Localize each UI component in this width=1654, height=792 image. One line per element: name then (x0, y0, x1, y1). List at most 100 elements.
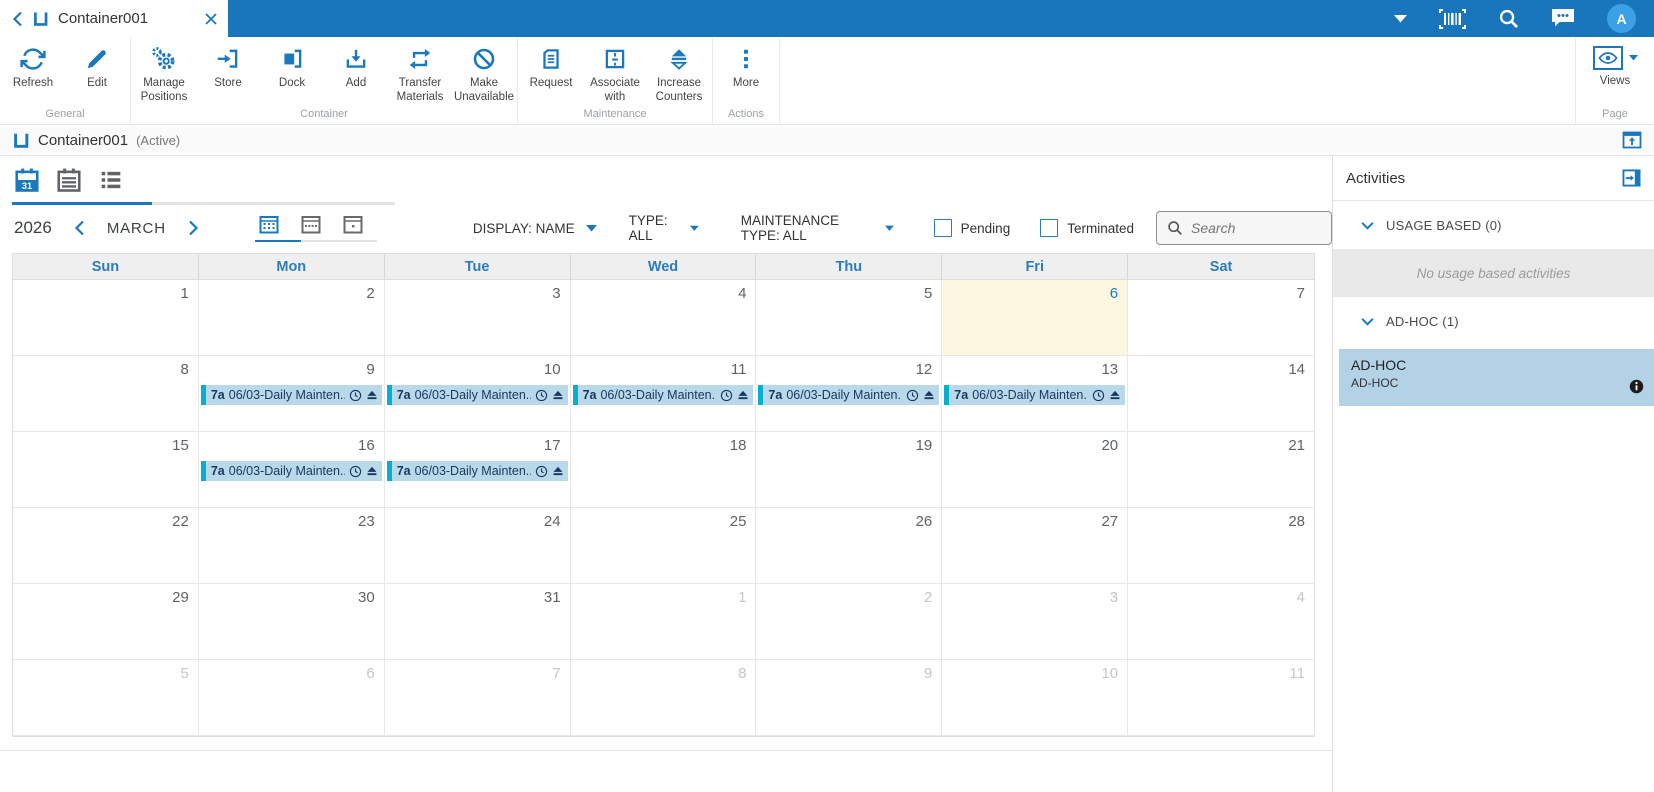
avatar[interactable]: A (1607, 4, 1636, 33)
calendar-cell[interactable]: 26 (756, 508, 943, 584)
request-button[interactable]: Request (519, 37, 583, 106)
adhoc-activity-card[interactable]: AD-HOC AD-HOC (1339, 349, 1654, 406)
day-scale-icon[interactable] (343, 214, 363, 234)
close-icon[interactable] (204, 12, 218, 26)
associate-with-button[interactable]: Associate with (583, 37, 647, 106)
eject-icon (553, 390, 563, 400)
calendar-cell[interactable]: 9 7a 06/03-Daily Mainten... (198, 356, 385, 432)
tab-list-view[interactable] (96, 166, 126, 194)
manage-positions-button[interactable]: Manage Positions (132, 37, 196, 106)
usage-based-group[interactable]: USAGE BASED (0) (1333, 201, 1654, 249)
dock-button[interactable]: Dock (260, 37, 324, 106)
month-scale-icon[interactable] (259, 214, 279, 234)
calendar-cell[interactable]: 25 (570, 508, 757, 584)
event-chip[interactable]: 7a 06/03-Daily Mainten... (572, 385, 754, 405)
calendar-cell[interactable]: 13 7a 06/03-Daily Mainten... (942, 356, 1129, 432)
transfer-materials-button[interactable]: Transfer Materials (388, 37, 452, 106)
calendar-cell[interactable]: 4 (1128, 584, 1314, 660)
search-input[interactable] (1191, 220, 1321, 236)
calendar-cell[interactable]: 2 (198, 280, 385, 356)
next-month-button[interactable] (166, 220, 221, 236)
add-button[interactable]: Add (324, 37, 388, 106)
calendar-cell[interactable]: 5 (756, 280, 943, 356)
calendar-cell[interactable]: 10 (942, 660, 1129, 736)
day-header: Tue (385, 254, 571, 279)
info-button[interactable] (1629, 379, 1644, 394)
pending-checkbox[interactable] (933, 219, 952, 237)
ribbon-group-label: Container (300, 108, 348, 120)
terminated-checkbox[interactable] (1040, 219, 1059, 237)
calendar-cell[interactable]: 16 7a 06/03-Daily Mainten... (198, 432, 385, 508)
views-button[interactable]: Views (1577, 37, 1653, 106)
refresh-button[interactable]: Refresh (1, 37, 65, 106)
type-dropdown[interactable]: TYPE: ALL (629, 213, 699, 243)
calendar-cell[interactable]: 21 (1128, 432, 1314, 508)
calendar-cell[interactable]: 24 (384, 508, 571, 584)
search-icon[interactable] (1498, 8, 1519, 29)
chevron-down-icon[interactable] (1394, 14, 1407, 23)
expand-panel-button[interactable] (1622, 131, 1642, 149)
barcode-icon[interactable] (1439, 8, 1466, 29)
prev-month-button[interactable] (52, 220, 107, 236)
event-time: 7a (768, 388, 783, 402)
calendar-cell[interactable]: 12 7a 06/03-Daily Mainten... (756, 356, 943, 432)
calendar-cell[interactable]: 19 (756, 432, 943, 508)
adhoc-group[interactable]: AD-HOC (1) (1333, 297, 1654, 345)
maintenance-type-dropdown[interactable]: MAINTENANCE TYPE: ALL (741, 213, 894, 243)
terminated-filter[interactable]: Terminated (1040, 219, 1134, 237)
event-chip[interactable]: 7a 06/03-Daily Mainten... (758, 385, 940, 405)
event-chip[interactable]: 7a 06/03-Daily Mainten... (944, 385, 1126, 405)
calendar-cell[interactable]: 3 (384, 280, 571, 356)
display-dropdown[interactable]: DISPLAY: NAME (473, 221, 597, 236)
tab-calendar-view[interactable]: 31 (12, 166, 42, 194)
calendar-cell[interactable]: 30 (198, 584, 385, 660)
calendar-cell[interactable]: 15 (13, 432, 199, 508)
calendar-cell[interactable]: 20 (942, 432, 1129, 508)
calendar-cell[interactable]: 7 (384, 660, 571, 736)
calendar-cell[interactable]: 14 (1128, 356, 1314, 432)
calendar-cell[interactable]: 23 (198, 508, 385, 584)
increase-counters-button[interactable]: Increase Counters (647, 37, 711, 106)
calendar-cell[interactable]: 1 (13, 280, 199, 356)
calendar-cell[interactable]: 3 (942, 584, 1129, 660)
tab-container001[interactable]: Container001 (0, 0, 228, 37)
calendar-scale-switch (254, 214, 377, 243)
calendar-cell[interactable]: 22 (13, 508, 199, 584)
calendar-cell[interactable]: 8 (13, 356, 199, 432)
event-chip[interactable]: 7a 06/03-Daily Mainten... (386, 385, 568, 405)
search-box[interactable] (1156, 211, 1332, 245)
calendar-cell[interactable]: 17 7a 06/03-Daily Mainten... (384, 432, 571, 508)
calendar-cell[interactable]: 8 (570, 660, 757, 736)
event-chip[interactable]: 7a 06/03-Daily Mainten... (386, 461, 568, 481)
edit-button[interactable]: Edit (65, 37, 129, 106)
calendar-cell[interactable]: 29 (13, 584, 199, 660)
back-icon[interactable] (12, 11, 23, 27)
make-unavailable-button[interactable]: Make Unavailable (452, 37, 516, 106)
event-chip[interactable]: 7a 06/03-Daily Mainten... (200, 461, 382, 481)
calendar-cell[interactable]: 27 (942, 508, 1129, 584)
calendar-cell[interactable]: 6 (198, 660, 385, 736)
chat-icon[interactable] (1551, 8, 1575, 29)
day-number: 3 (1109, 589, 1119, 606)
calendar-cell[interactable]: 5 (13, 660, 199, 736)
calendar-cell[interactable]: 11 (1128, 660, 1314, 736)
calendar-cell[interactable]: 1 (570, 584, 757, 660)
event-chip[interactable]: 7a 06/03-Daily Mainten... (200, 385, 382, 405)
calendar-cell[interactable]: 7 (1128, 280, 1314, 356)
calendar-cell[interactable]: 6 (942, 280, 1129, 356)
week-scale-icon[interactable] (301, 214, 321, 234)
calendar-cell[interactable]: 11 7a 06/03-Daily Mainten... (570, 356, 757, 432)
tab-schedule-view[interactable] (54, 166, 84, 194)
calendar-cell[interactable]: 18 (570, 432, 757, 508)
calendar-cell[interactable]: 4 (570, 280, 757, 356)
more-button[interactable]: More (714, 37, 778, 106)
calendar-cell[interactable]: 2 (756, 584, 943, 660)
collapse-panel-button[interactable] (1622, 169, 1641, 187)
calendar-cell[interactable]: 28 (1128, 508, 1314, 584)
calendar-cell[interactable]: 9 (756, 660, 943, 736)
store-button[interactable]: Store (196, 37, 260, 106)
day-number: 19 (915, 437, 933, 454)
calendar-cell[interactable]: 31 (384, 584, 571, 660)
pending-filter[interactable]: Pending (933, 219, 1010, 237)
calendar-cell[interactable]: 10 7a 06/03-Daily Mainten... (384, 356, 571, 432)
